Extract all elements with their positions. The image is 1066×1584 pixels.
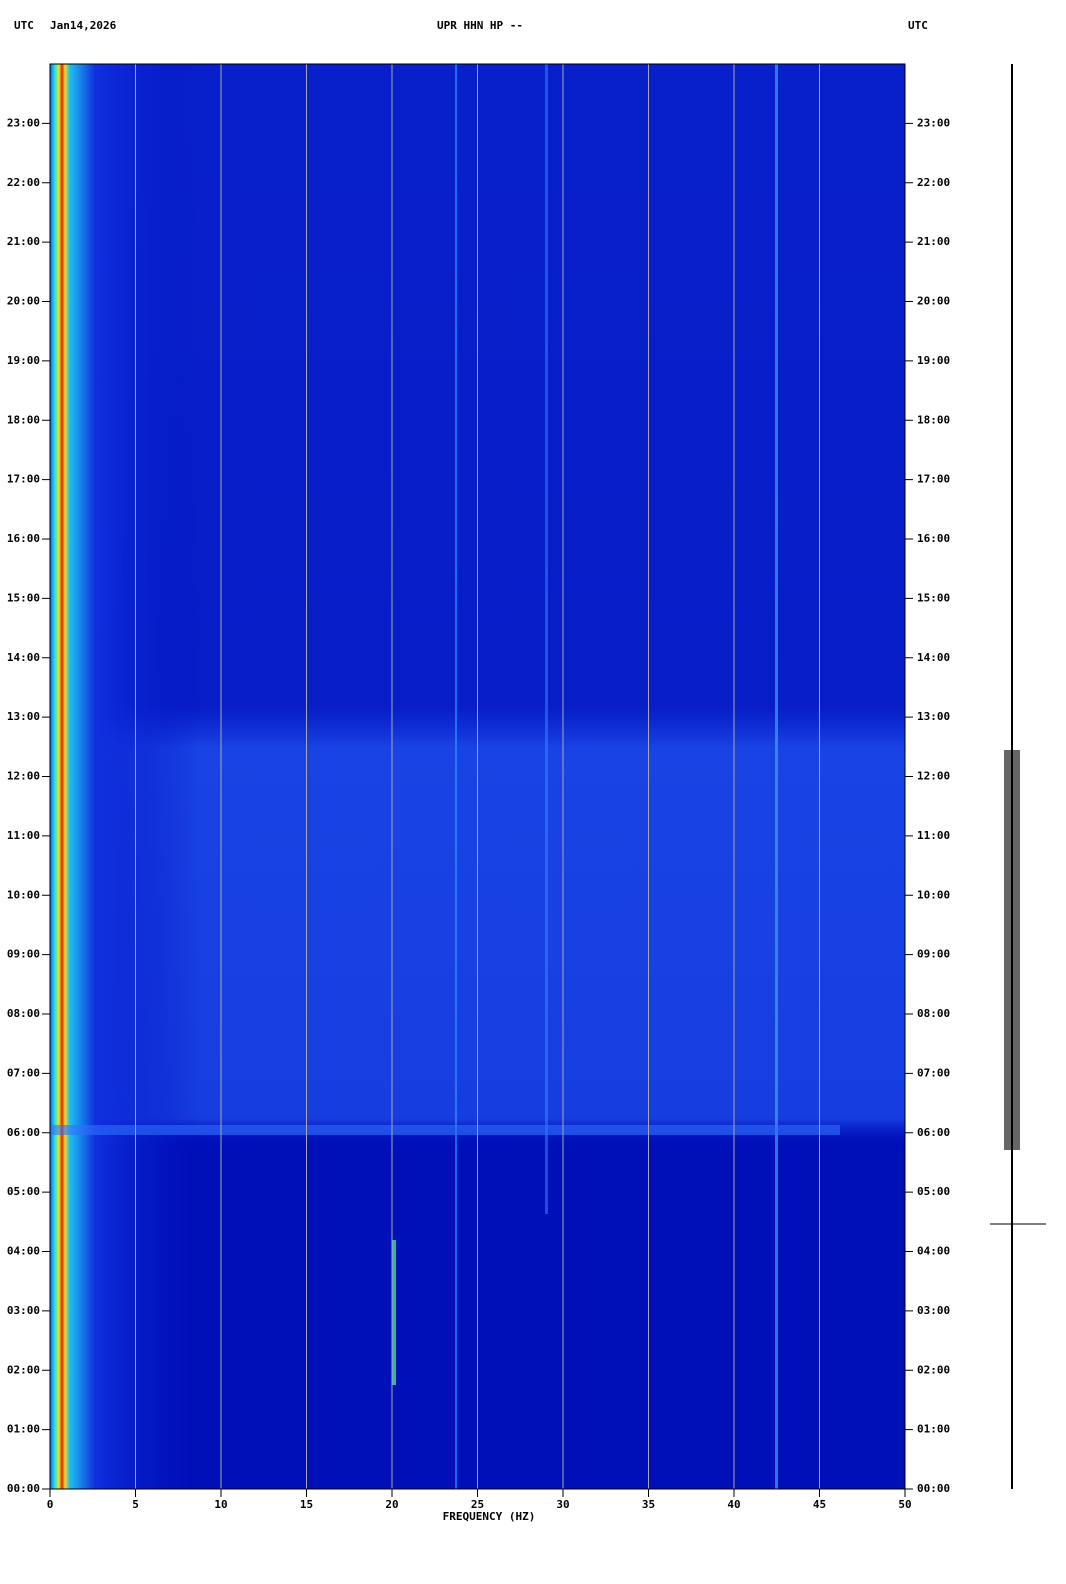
y-tick-label-right: 08:00	[917, 1007, 950, 1020]
x-tick-label: 25	[471, 1498, 484, 1511]
y-tick-label-left: 04:00	[7, 1245, 40, 1258]
y-tick-label-left: 16:00	[7, 532, 40, 545]
y-tick-label-left: 13:00	[7, 710, 40, 723]
x-tick-label: 15	[300, 1498, 313, 1511]
x-axis-label: FREQUENCY (HZ)	[443, 1510, 536, 1523]
y-tick-label-right: 00:00	[917, 1482, 950, 1495]
y-tick-label-right: 14:00	[917, 651, 950, 664]
y-tick-label-right: 21:00	[917, 235, 950, 248]
y-tick-label-left: 12:00	[7, 770, 40, 783]
microseism-band	[50, 64, 200, 1489]
y-tick-label-left: 22:00	[7, 176, 40, 189]
x-tick-label: 35	[642, 1498, 655, 1511]
y-tick-label-right: 18:00	[917, 413, 950, 426]
y-tick-label-left: 11:00	[7, 829, 40, 842]
right-time-label: UTC	[908, 19, 928, 32]
y-tick-label-right: 02:00	[917, 1363, 950, 1376]
date: Jan14,2026	[50, 19, 117, 32]
y-tick-label-right: 09:00	[917, 948, 950, 961]
x-tick-label: 30	[556, 1498, 569, 1511]
y-tick-label-right: 01:00	[917, 1423, 950, 1436]
seismogram-activity	[1004, 750, 1020, 1150]
y-tick-label-left: 21:00	[7, 235, 40, 248]
y-tick-label-right: 03:00	[917, 1304, 950, 1317]
y-tick-label-right: 23:00	[917, 116, 950, 129]
y-tick-label-right: 04:00	[917, 1245, 950, 1258]
y-tick-label-left: 07:00	[7, 1066, 40, 1079]
y-tick-label-right: 19:00	[917, 354, 950, 367]
spectral-line	[455, 64, 457, 1489]
y-tick-label-left: 01:00	[7, 1423, 40, 1436]
y-tick-label-right: 06:00	[917, 1126, 950, 1139]
spectral-line	[775, 64, 778, 1489]
y-tick-label-right: 20:00	[917, 295, 950, 308]
y-tick-label-left: 08:00	[7, 1007, 40, 1020]
y-tick-label-right: 17:00	[917, 473, 950, 486]
y-tick-label-right: 10:00	[917, 888, 950, 901]
y-tick-label-left: 23:00	[7, 116, 40, 129]
y-tick-label-left: 05:00	[7, 1185, 40, 1198]
y-tick-label-left: 03:00	[7, 1304, 40, 1317]
y-tick-label-right: 11:00	[917, 829, 950, 842]
seismogram	[990, 64, 1046, 1489]
y-tick-label-left: 14:00	[7, 651, 40, 664]
y-tick-label-left: 00:00	[7, 1482, 40, 1495]
y-tick-label-right: 22:00	[917, 176, 950, 189]
y-tick-label-right: 15:00	[917, 591, 950, 604]
noise-burst	[50, 1125, 840, 1135]
y-tick-label-right: 13:00	[917, 710, 950, 723]
x-tick-label: 45	[813, 1498, 826, 1511]
y-tick-label-right: 05:00	[917, 1185, 950, 1198]
y-tick-label-left: 09:00	[7, 948, 40, 961]
x-tick-label: 5	[132, 1498, 139, 1511]
y-tick-label-left: 10:00	[7, 888, 40, 901]
y-tick-label-left: 19:00	[7, 354, 40, 367]
x-tick-label: 40	[727, 1498, 740, 1511]
y-tick-label-left: 06:00	[7, 1126, 40, 1139]
x-tick-label: 10	[214, 1498, 227, 1511]
y-tick-label-left: 18:00	[7, 413, 40, 426]
spectral-line	[545, 64, 548, 1214]
x-tick-label: 50	[898, 1498, 911, 1511]
y-tick-label-right: 07:00	[917, 1066, 950, 1079]
left-time-label: UTC	[14, 19, 34, 32]
y-tick-label-left: 15:00	[7, 591, 40, 604]
y-tick-label-right: 12:00	[917, 770, 950, 783]
chart-title: UPR HHN HP --	[437, 19, 523, 32]
x-tick-label: 0	[47, 1498, 54, 1511]
x-tick-label: 20	[385, 1498, 398, 1511]
y-tick-label-right: 16:00	[917, 532, 950, 545]
y-tick-label-left: 17:00	[7, 473, 40, 486]
spectral-burst	[392, 1240, 396, 1385]
y-tick-label-left: 20:00	[7, 295, 40, 308]
plot-frame	[49, 63, 906, 1490]
y-tick-label-left: 02:00	[7, 1363, 40, 1376]
